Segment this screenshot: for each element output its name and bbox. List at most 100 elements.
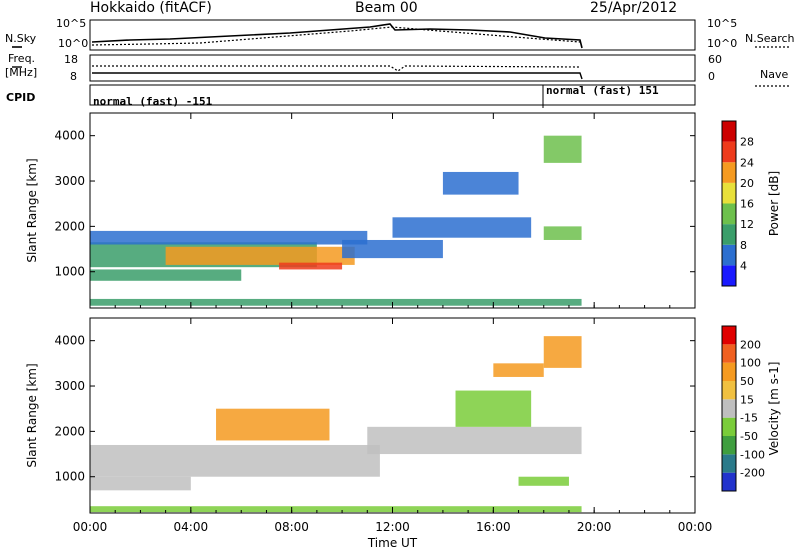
y-axis-label-velocity: Slant Range [km] — [25, 363, 39, 467]
colorbar-seg-power-3 — [722, 203, 736, 225]
colorbar-label-power: Power [dB] — [767, 171, 781, 236]
data-region-velocity-4 — [455, 390, 532, 427]
freq-label-2: [MHz] — [5, 66, 38, 79]
freq-panel-frame — [89, 54, 696, 82]
colorbar-seg-power-7 — [722, 121, 736, 142]
colorbar-seg-velocity-2 — [722, 436, 736, 455]
data-region-power-5 — [342, 239, 443, 259]
colorbar-seg-velocity-6 — [722, 362, 736, 381]
noise-panel-frame — [89, 19, 696, 51]
colorbar-tick-velocity-2: 50 — [740, 375, 754, 388]
y-axis-label-power: Slant Range [km] — [25, 158, 39, 262]
colorbar-seg-velocity-3 — [722, 417, 736, 436]
heatmap-panel-velocity: 1000 2000 3000 4000 Slant Range [km] 200 100 50… — [25, 317, 781, 550]
colorbar-tick-velocity-6: -100 — [740, 448, 765, 461]
cpid-label: CPID — [6, 91, 36, 104]
colorbar-seg-velocity-5 — [722, 381, 736, 400]
colorbar-tick-velocity-5: -50 — [740, 430, 758, 443]
freq-line — [92, 72, 583, 80]
freq-label-1: Freq. — [8, 52, 36, 65]
x-tick-label-4: 16:00 — [476, 520, 511, 534]
y-tick-label-velocity-1000: 1000 — [54, 470, 85, 484]
noise-right-tick-bottom: 10^0 — [707, 37, 738, 50]
cpid-right-text: normal (fast) 151 — [546, 84, 659, 97]
nsearch-label: N.Search — [745, 32, 795, 45]
data-region-velocity-7 — [518, 476, 569, 486]
data-region-velocity-2 — [367, 426, 582, 455]
noise-left-tick-bottom: 10^0 — [58, 37, 89, 50]
colorbar-seg-velocity-1 — [722, 454, 736, 473]
y-tick-label-power-4000: 4000 — [54, 129, 85, 143]
cpid-panel-frame — [89, 84, 696, 106]
colorbar-seg-velocity-7 — [722, 344, 736, 363]
nsky-label: N.Sky — [5, 32, 37, 45]
data-region-velocity-8 — [90, 506, 582, 513]
data-region-power-10 — [90, 298, 582, 306]
x-tick-label-3: 12:00 — [375, 520, 410, 534]
y-tick-label-power-3000: 3000 — [54, 174, 85, 188]
colorbar-frame-velocity — [721, 325, 737, 492]
x-tick-label-2: 08:00 — [274, 520, 309, 534]
data-region-power-4 — [90, 269, 242, 281]
data-region-power-7 — [442, 171, 519, 195]
nave-tick-top: 60 — [708, 53, 722, 66]
colorbar-frame-power — [721, 120, 737, 287]
data-region-velocity-6 — [543, 336, 582, 368]
noise-right-tick-top: 10^5 — [707, 17, 738, 30]
y-tick-label-velocity-4000: 4000 — [54, 334, 85, 348]
cpid-left-text: normal (fast) -151 — [93, 95, 213, 108]
colorbar-seg-power-2 — [722, 224, 736, 245]
x-axis-label: Time UT — [367, 536, 418, 550]
colorbar-seg-velocity-0 — [722, 472, 736, 491]
colorbar-tick-power-6: 28 — [740, 136, 754, 149]
colorbar-seg-power-5 — [722, 162, 736, 183]
x-tick-label-0: 00:00 — [73, 520, 108, 534]
x-tick-label-5: 20:00 — [577, 520, 612, 534]
freq-tick-bottom: 8 — [70, 70, 77, 83]
data-region-velocity-5 — [493, 363, 544, 377]
heatmap-panel-power: 1000 2000 3000 4000 Slant Range [km] 4 8 12 16 20… — [25, 112, 781, 309]
x-tick-label-6: 00:00 — [678, 520, 713, 534]
colorbar-seg-power-4 — [722, 182, 736, 204]
date-title: 25/Apr/2012 — [590, 0, 678, 16]
y-tick-label-power-1000: 1000 — [54, 265, 85, 279]
data-region-power-2 — [279, 262, 343, 270]
colorbar-seg-velocity-4 — [722, 399, 736, 418]
colorbar-tick-power-5: 24 — [740, 156, 754, 169]
x-tick-label-1: 04:00 — [174, 520, 209, 534]
colorbar-seg-power-6 — [722, 141, 736, 163]
station-title: Hokkaido (fitACF) — [90, 0, 212, 16]
colorbar-seg-power-0 — [722, 265, 736, 286]
data-region-velocity-3 — [216, 408, 330, 441]
colorbar-tick-power-0: 4 — [740, 259, 747, 272]
colorbar-seg-power-1 — [722, 244, 736, 266]
data-region-power-1 — [165, 246, 355, 265]
y-tick-label-power-2000: 2000 — [54, 219, 85, 233]
data-region-power-3 — [90, 230, 368, 245]
colorbar-tick-velocity-4: -15 — [740, 412, 758, 425]
data-region-power-8 — [543, 226, 582, 240]
colorbar-tick-velocity-1: 100 — [740, 357, 761, 370]
data-region-velocity-0 — [90, 444, 380, 477]
colorbar-tick-power-4: 20 — [740, 177, 754, 190]
y-tick-label-velocity-2000: 2000 — [54, 424, 85, 438]
colorbar-tick-power-1: 8 — [740, 239, 747, 252]
colorbar-tick-power-2: 12 — [740, 218, 754, 231]
data-region-power-9 — [543, 135, 582, 163]
nsky-line — [91, 23, 583, 49]
colorbar-tick-velocity-3: 15 — [740, 393, 754, 406]
nave-label: Nave — [760, 68, 789, 81]
freq-tick-top: 18 — [64, 53, 78, 66]
noise-left-tick-top: 10^5 — [56, 17, 87, 30]
beam-title: Beam 00 — [355, 0, 418, 16]
data-region-velocity-1 — [90, 476, 191, 491]
y-tick-label-velocity-3000: 3000 — [54, 379, 85, 393]
colorbar-tick-velocity-0: 200 — [740, 338, 761, 351]
colorbar-label-velocity: Velocity [m s-1] — [767, 362, 781, 456]
data-region-power-6 — [392, 217, 532, 238]
nave-tick-bottom: 0 — [708, 70, 715, 83]
colorbar-tick-velocity-7: -200 — [740, 467, 765, 480]
colorbar-tick-power-3: 16 — [740, 198, 754, 211]
